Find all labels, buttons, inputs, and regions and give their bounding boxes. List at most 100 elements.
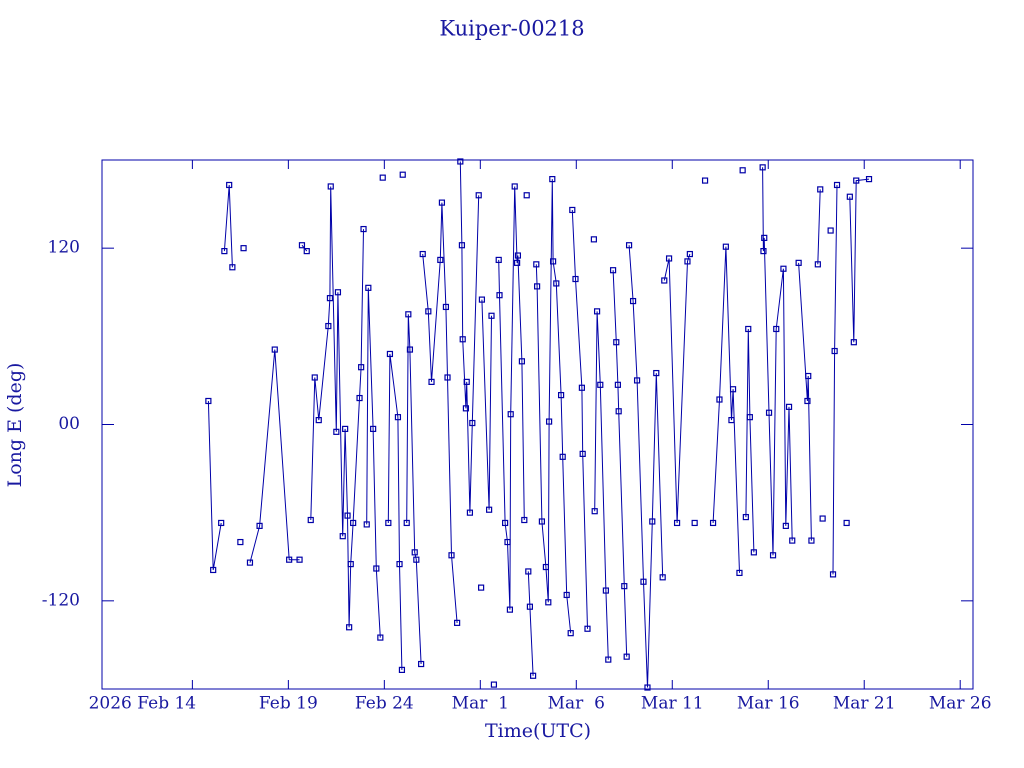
data-point xyxy=(750,549,757,556)
data-point xyxy=(454,619,461,626)
data-point xyxy=(419,250,426,258)
data-point xyxy=(296,556,303,563)
data-point xyxy=(514,259,521,266)
data-point xyxy=(334,289,342,296)
data-point xyxy=(399,171,406,178)
data-point xyxy=(377,634,384,641)
data-point xyxy=(448,552,455,559)
data-point xyxy=(853,177,860,184)
data-point xyxy=(819,515,826,522)
data-point xyxy=(640,578,647,585)
data-point xyxy=(370,425,377,433)
data-point xyxy=(229,264,236,271)
data-point xyxy=(709,519,717,527)
data-point xyxy=(569,206,576,214)
data-point xyxy=(780,265,787,272)
data-point xyxy=(533,261,540,268)
y-axis-label: Long E (deg) xyxy=(4,363,26,488)
data-point xyxy=(462,405,470,412)
data-point xyxy=(514,252,522,259)
data-point xyxy=(363,521,370,528)
data-point xyxy=(728,416,735,424)
data-point xyxy=(411,549,418,556)
data-point xyxy=(525,568,532,575)
data-point xyxy=(542,563,549,571)
data-point xyxy=(342,425,349,433)
x-tick-label: Mar 1 xyxy=(452,694,509,714)
data-point xyxy=(534,283,541,290)
x-tick-label: Mar 11 xyxy=(641,694,704,714)
data-point xyxy=(286,556,293,563)
data-point xyxy=(518,358,526,365)
data-point xyxy=(496,292,503,299)
data-point xyxy=(773,325,780,333)
data-point xyxy=(507,411,514,418)
data-point xyxy=(511,183,518,190)
x-tick-label: Feb 19 xyxy=(259,694,318,714)
x-tick-label: 2026 Feb 14 xyxy=(89,694,197,714)
data-point xyxy=(256,522,263,529)
data-point xyxy=(572,275,579,283)
data-point xyxy=(394,414,402,421)
data-point xyxy=(729,386,737,393)
data-point xyxy=(488,312,495,319)
data-point xyxy=(633,377,641,384)
data-point xyxy=(379,174,386,181)
data-point xyxy=(298,242,306,249)
data-point xyxy=(769,552,777,559)
data-point xyxy=(413,556,420,563)
data-point xyxy=(538,518,545,525)
data-point xyxy=(373,565,380,572)
data-point xyxy=(398,666,406,673)
x-tick-label: Mar 26 xyxy=(929,694,992,714)
data-point xyxy=(457,158,464,165)
data-point xyxy=(691,519,698,527)
data-point xyxy=(406,346,414,353)
data-point xyxy=(817,186,824,193)
data-point xyxy=(833,181,841,189)
y-tick-label: 120 xyxy=(48,238,80,258)
data-point xyxy=(736,569,743,577)
x-tick-label: Mar 21 xyxy=(833,694,896,714)
y-tick-label: 00 xyxy=(58,414,80,434)
data-point xyxy=(478,584,485,591)
data-point xyxy=(686,250,693,258)
data-point xyxy=(549,258,557,265)
data-point xyxy=(405,311,412,318)
data-point xyxy=(521,516,528,524)
data-point xyxy=(205,397,212,405)
x-axis-label: Time(UTC) xyxy=(485,720,591,742)
data-point xyxy=(684,258,691,265)
data-point xyxy=(804,397,811,405)
data-point xyxy=(339,533,346,540)
data-point xyxy=(759,164,766,171)
data-point xyxy=(850,339,857,346)
data-point xyxy=(545,418,553,425)
data-point xyxy=(593,308,601,315)
data-point xyxy=(478,296,486,303)
data-point xyxy=(315,416,322,424)
data-point xyxy=(579,450,586,457)
data-point xyxy=(701,177,709,184)
data-point xyxy=(418,660,425,668)
data-point xyxy=(350,519,357,527)
data-point xyxy=(403,519,410,527)
data-point xyxy=(661,277,668,284)
data-point xyxy=(502,519,509,527)
data-point xyxy=(625,242,633,249)
data-point xyxy=(553,280,560,287)
data-point xyxy=(795,259,802,266)
data-point xyxy=(602,587,609,594)
data-point xyxy=(615,408,622,415)
data-point xyxy=(629,297,637,305)
data-point xyxy=(745,325,752,333)
data-point xyxy=(360,225,367,233)
data-point xyxy=(237,538,244,546)
data-point xyxy=(761,234,768,241)
data-point xyxy=(613,339,620,346)
data-point xyxy=(559,453,566,460)
data-point xyxy=(563,591,570,599)
data-point xyxy=(567,630,574,637)
data-point xyxy=(325,322,332,330)
